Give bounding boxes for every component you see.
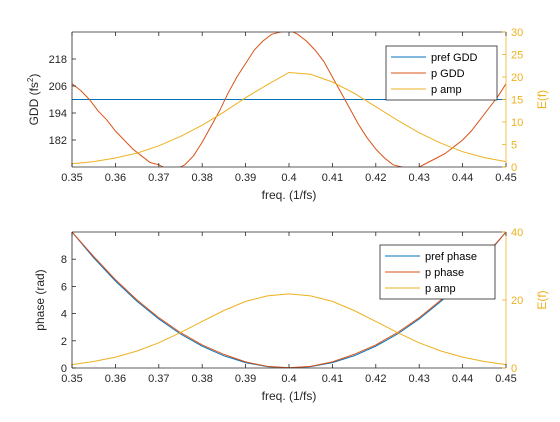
x-axis-label: freq. (1/fs) bbox=[262, 188, 317, 202]
x-tick-label: 0.43 bbox=[408, 172, 429, 184]
series-line-p-amp bbox=[72, 293, 506, 366]
x-tick-label: 0.41 bbox=[322, 172, 343, 184]
x-tick-label: 0.35 bbox=[61, 373, 82, 385]
x-tick-label: 0.37 bbox=[148, 172, 169, 184]
y-tick-label-left: 182 bbox=[49, 135, 67, 147]
y-axis-label-left: phase (rad) bbox=[33, 269, 47, 330]
x-tick-label: 0.43 bbox=[408, 373, 429, 385]
y-axis-label-close: ) bbox=[27, 74, 41, 78]
y-tick-label-right: 10 bbox=[511, 117, 523, 129]
x-tick-label: 0.35 bbox=[61, 172, 82, 184]
x-tick-label: 0.38 bbox=[191, 172, 212, 184]
legend-label: p GDD bbox=[431, 68, 465, 80]
series-line-p-amp bbox=[72, 71, 506, 165]
y-tick-label-left: 194 bbox=[49, 108, 67, 120]
x-tick-label: 0.45 bbox=[495, 373, 516, 385]
y-axis-label-left: GDD (fs2) bbox=[26, 74, 41, 126]
series-line-pref-phase bbox=[72, 232, 506, 368]
x-tick-label: 0.39 bbox=[235, 373, 256, 385]
legend: pref GDD p GDD p amp bbox=[385, 45, 498, 101]
y-tick-label-right: 0 bbox=[511, 363, 517, 375]
x-tick-label: 0.36 bbox=[105, 373, 126, 385]
x-tick-label: 0.37 bbox=[148, 373, 169, 385]
y-tick-label-left: 2 bbox=[61, 336, 67, 348]
y-tick-label-left: 4 bbox=[61, 309, 67, 321]
series-line-p-GDD bbox=[72, 32, 506, 167]
y-tick-label-right: 5 bbox=[511, 140, 517, 152]
y-tick-label-right: 20 bbox=[511, 72, 523, 84]
y-tick-label-left: 8 bbox=[61, 254, 67, 266]
legend-label: p amp bbox=[425, 283, 456, 295]
legend-label: p phase bbox=[425, 267, 464, 279]
y-tick-label-right: 15 bbox=[511, 95, 523, 107]
x-tick-label: 0.4 bbox=[281, 172, 296, 184]
x-tick-label: 0.38 bbox=[191, 373, 212, 385]
y-tick-label-right: 40 bbox=[511, 227, 523, 239]
y-axis-label-text: GDD (fs bbox=[27, 82, 41, 125]
x-axis-label: freq. (1/fs) bbox=[262, 389, 317, 403]
y-tick-label-left: 206 bbox=[49, 81, 67, 93]
x-tick-label: 0.44 bbox=[452, 172, 473, 184]
chart-panel-2: 0.35 0.36 0.37 0.38 0.39 0.4 0.41 0.42 0.43 0.44 0… bbox=[33, 227, 549, 403]
y-tick-label-left: 218 bbox=[49, 54, 67, 66]
y-tick-label-right: 30 bbox=[511, 27, 523, 39]
x-tick-label: 0.45 bbox=[495, 172, 516, 184]
x-tick-label: 0.39 bbox=[235, 172, 256, 184]
x-tick-label: 0.44 bbox=[452, 373, 473, 385]
x-tick-label: 0.42 bbox=[365, 172, 386, 184]
x-tick-label: 0.4 bbox=[281, 373, 296, 385]
y-tick-label-right: 0 bbox=[511, 162, 517, 174]
y-axis-label-superscript: 2 bbox=[26, 77, 35, 82]
legend: pref phase p phase p amp bbox=[379, 244, 496, 300]
x-tick-label: 0.41 bbox=[322, 373, 343, 385]
legend-label: pref phase bbox=[425, 251, 477, 263]
legend-label: p amp bbox=[431, 84, 462, 96]
legend-label: pref GDD bbox=[431, 52, 478, 64]
y-tick-label-left: 0 bbox=[61, 363, 67, 375]
y-tick-label-right: 20 bbox=[511, 295, 523, 307]
x-tick-label: 0.42 bbox=[365, 373, 386, 385]
y-axis-label-right: E(f) bbox=[535, 90, 549, 109]
x-tick-label: 0.36 bbox=[105, 172, 126, 184]
y-axis-label-text: phase (rad) bbox=[33, 269, 47, 330]
y-tick-label-right: 25 bbox=[511, 50, 523, 62]
y-axis-label-right: E(f) bbox=[535, 290, 549, 309]
y-tick-label-left: 6 bbox=[61, 281, 67, 293]
chart-panel-1: 0.35 0.36 0.37 0.38 0.39 0.4 0.41 0.42 0.43 0.44 0… bbox=[26, 27, 549, 202]
